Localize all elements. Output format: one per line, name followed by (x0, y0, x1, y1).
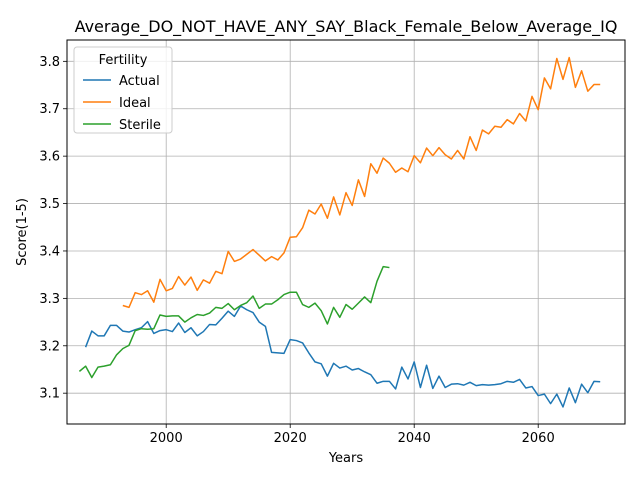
y-tick-label: 3.2 (39, 339, 60, 354)
x-tick-label: 2000 (150, 431, 183, 446)
grid-lines (67, 40, 625, 424)
y-tick-label: 3.6 (39, 150, 60, 165)
legend-title: Fertility (99, 53, 148, 68)
series-line-sterile (78, 265, 390, 379)
series-line-actual (84, 305, 601, 408)
y-tick-label: 3.1 (39, 387, 60, 402)
legend-label-ideal: Ideal (119, 96, 151, 111)
y-tick-label: 3.7 (39, 102, 60, 117)
y-tick-label: 3.3 (39, 292, 60, 307)
x-axis-label: Years (328, 451, 364, 466)
legend-label-sterile: Sterile (119, 118, 161, 133)
x-tick-label: 2040 (398, 431, 431, 446)
y-axis-ticks: 3.1 3.2 3.3 3.4 3.5 3.6 3.7 3.8 (39, 55, 67, 402)
chart-title: Average_DO_NOT_HAVE_ANY_SAY_Black_Female… (75, 17, 618, 37)
legend-label-actual: Actual (119, 74, 160, 89)
y-axis-label: Score(1-5) (15, 198, 30, 266)
x-tick-label: 2020 (274, 431, 307, 446)
plot-area-frame (66, 39, 626, 425)
x-axis-ticks: 2000 2020 2040 2060 (150, 424, 555, 446)
data-series (78, 56, 601, 408)
legend: Fertility Actual Ideal Sterile (73, 46, 173, 134)
series-line-ideal (122, 56, 601, 309)
y-tick-label: 3.5 (39, 197, 60, 212)
legend-box (73, 46, 173, 134)
x-tick-label: 2060 (522, 431, 555, 446)
y-tick-label: 3.8 (39, 55, 60, 70)
y-tick-label: 3.4 (39, 244, 60, 259)
